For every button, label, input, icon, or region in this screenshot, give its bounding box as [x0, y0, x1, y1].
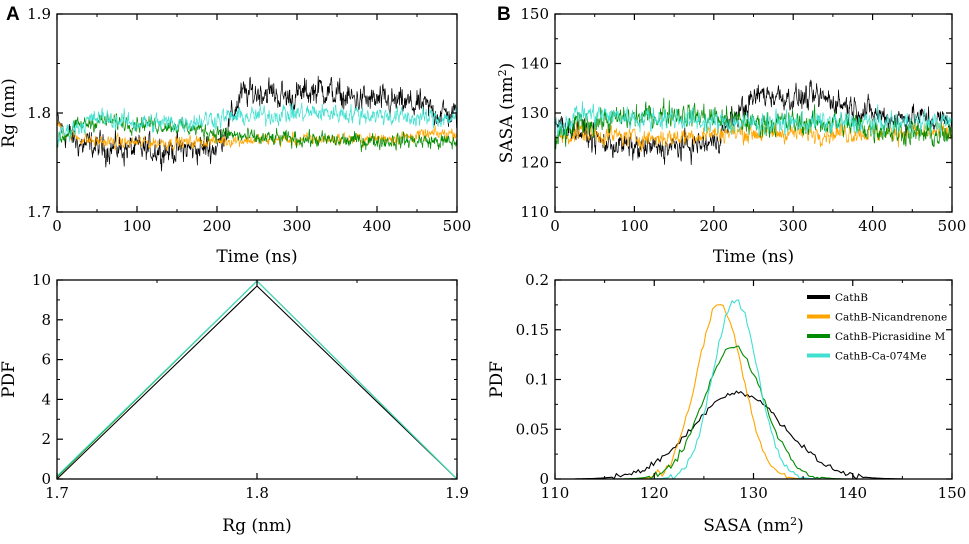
- y-tick-label: 10: [32, 271, 51, 289]
- series-line-cathb-ca-074me: [574, 299, 903, 480]
- y-tick-label: 4: [41, 390, 51, 408]
- x-tick-label: 110: [541, 484, 570, 502]
- series-line-cathb-ca-074me: [56, 280, 458, 480]
- series-line-cathb-picrasidine-m: [56, 280, 458, 480]
- x-axis-label: SASA (nm2): [703, 515, 804, 537]
- x-tick-label: 200: [699, 217, 728, 235]
- legend-entry: CathB-Nicandrenone: [835, 312, 947, 324]
- series-line-cathb: [574, 390, 903, 480]
- y-tick-label: 150: [520, 5, 549, 23]
- series-group: [554, 79, 953, 166]
- sasa-time-plot: 0 100 200 300 400 500 110 120 130 140 150 Time (ns)…: [496, 5, 967, 267]
- series-line-cathb-picrasidine-m: [554, 97, 953, 150]
- x-tick-label: 200: [203, 217, 232, 235]
- y-axis-label: PDF: [0, 361, 19, 398]
- x-tick-label: 400: [363, 217, 392, 235]
- x-axis-label: Time (ns): [713, 247, 794, 267]
- series-line-cathb-ca-074me: [56, 102, 458, 146]
- series-line-cathb: [554, 79, 953, 166]
- x-tick-label: 1.7: [45, 484, 69, 502]
- y-axis-label: Rg (nm): [0, 78, 19, 147]
- y-tick-label: 120: [520, 154, 549, 172]
- x-tick-label: 100: [123, 217, 152, 235]
- x-tick-label: 500: [443, 217, 472, 235]
- sasa-pdf-plot: 110 120 130 140 150 0 0.05 0.1 0.15 0.2 SASA (nm2)…: [487, 271, 966, 536]
- x-tick-label: 1.9: [445, 484, 469, 502]
- series-line-cathb-nicandrenone: [56, 280, 458, 480]
- rg-time-plot: 0 100 200 300 400 500 1.7 1.8 1.9 Time (ns) Rg (nm…: [0, 5, 471, 267]
- x-tick-label: 500: [938, 217, 967, 235]
- legend-entry: CathB-Ca-074Me: [835, 351, 927, 363]
- x-tick-label: 150: [938, 484, 967, 502]
- series-group: [56, 280, 458, 480]
- x-tick-label: 140: [838, 484, 867, 502]
- y-tick-label: 0.15: [516, 321, 549, 339]
- x-tick-label: 300: [779, 217, 808, 235]
- series-line-cathb-picrasidine-m: [574, 345, 903, 480]
- plot-frame: [554, 279, 953, 480]
- x-axis-label: Time (ns): [216, 247, 297, 267]
- legend-entry: CathB-Picrasidine M: [835, 331, 945, 343]
- x-tick-label: 0: [52, 217, 62, 235]
- panel-label-a: A: [6, 4, 20, 25]
- x-tick-label: 1.8: [245, 484, 269, 502]
- y-tick-label: 2: [41, 430, 51, 448]
- x-tick-label: 120: [640, 484, 669, 502]
- y-tick-label: 8: [41, 311, 51, 329]
- series-group: [574, 299, 903, 480]
- x-axis-label: Rg (nm): [222, 516, 291, 536]
- y-axis-label: PDF: [487, 361, 507, 398]
- y-tick-label: 1.7: [27, 203, 51, 221]
- y-tick-label: 0: [539, 470, 549, 488]
- series-line-cathb: [56, 285, 458, 480]
- y-tick-label: 6: [41, 351, 51, 369]
- series-line-cathb: [56, 75, 458, 172]
- rg-pdf-plot: 1.7 1.8 1.9 0 2 4 6 8 10 Rg (nm) PDF: [0, 271, 469, 536]
- y-tick-label: 0.05: [516, 420, 549, 438]
- y-axis-label: SASA (nm2): [496, 63, 518, 164]
- x-tick-label: 400: [858, 217, 887, 235]
- legend-entry: CathB: [835, 292, 868, 304]
- y-tick-label: 1.8: [27, 104, 51, 122]
- y-tick-label: 130: [520, 104, 549, 122]
- y-tick-label: 1.9: [27, 5, 51, 23]
- y-tick-label: 0: [41, 470, 51, 488]
- panel-label-b: B: [497, 4, 511, 25]
- plot-frame: [56, 279, 458, 480]
- legend: CathB CathB-Nicandrenone CathB-Picrasidine…: [807, 292, 947, 363]
- x-tick-label: 0: [550, 217, 560, 235]
- x-tick-label: 300: [283, 217, 312, 235]
- y-tick-label: 0.2: [525, 271, 549, 289]
- y-tick-label: 110: [520, 203, 549, 221]
- x-tick-label: 130: [739, 484, 768, 502]
- series-group: [56, 75, 458, 172]
- x-tick-label: 100: [620, 217, 649, 235]
- y-tick-label: 0.1: [525, 371, 549, 389]
- y-tick-label: 140: [520, 55, 549, 73]
- series-line-cathb-ca-074me: [554, 100, 953, 141]
